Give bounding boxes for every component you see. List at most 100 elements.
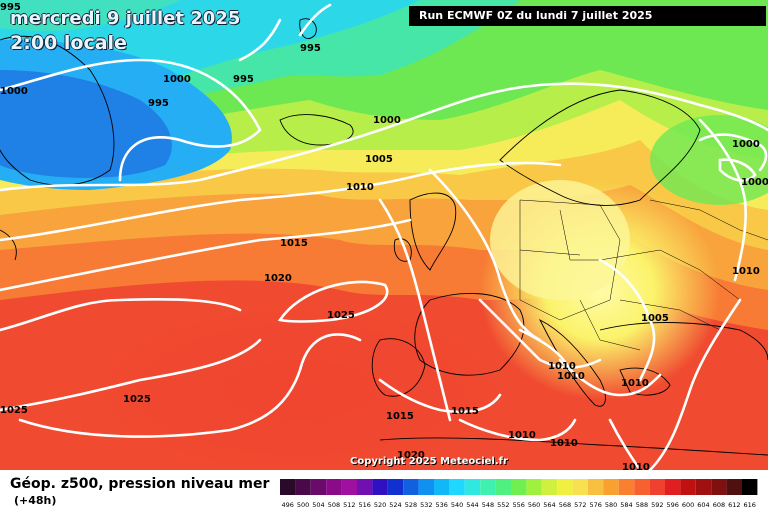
color-scale-label: 532 — [420, 501, 432, 509]
color-scale-label: 520 — [374, 501, 386, 509]
isobar-label: 1010 — [550, 438, 578, 449]
isobar-label: 1025 — [327, 310, 355, 321]
isobar-label: 1000 — [741, 177, 768, 188]
color-scale-swatch — [665, 479, 681, 495]
isobar-label: 1025 — [0, 405, 28, 416]
color-scale-label: 500 — [297, 501, 309, 509]
color-scale-swatch — [464, 479, 481, 495]
color-scale-swatch — [680, 479, 696, 495]
color-scale-swatch — [603, 479, 619, 495]
isobar-label: 1010 — [548, 361, 576, 372]
color-scale-label: 528 — [405, 501, 417, 509]
isobar-label: 1010 — [621, 378, 649, 389]
legend-footer: Géop. z500, pression niveau mer (+48h) 4… — [0, 470, 768, 512]
color-scale-swatch — [280, 479, 296, 495]
isobar-label: 1025 — [123, 394, 151, 405]
color-scale-label: 524 — [389, 501, 401, 509]
forecast-time-title: 2:00 locale — [10, 32, 127, 54]
color-scale-swatch — [742, 479, 758, 495]
color-scale-swatch — [372, 479, 388, 495]
isobar-label: 1005 — [365, 154, 393, 165]
copyright-text: Copyright 2025 Meteociel.fr — [350, 456, 508, 467]
color-scale-swatch — [449, 479, 465, 495]
color-scale-swatch — [634, 479, 650, 495]
color-scale-swatch — [418, 479, 434, 495]
isobar-label: 1010 — [732, 266, 760, 277]
map-canvas: 995 995 995 995 1000 1000 1000 1000 1000… — [0, 0, 768, 470]
color-scale-swatch — [541, 479, 558, 495]
isobar-label: 1015 — [280, 238, 308, 249]
color-scale-label: 568 — [559, 501, 571, 509]
color-scale-label: 596 — [666, 501, 678, 509]
color-scale-swatch — [511, 479, 527, 495]
isobar-label: 995 — [0, 2, 21, 13]
color-scale-swatch — [526, 479, 542, 495]
color-scale-swatch — [295, 479, 311, 495]
isobar-label: 1020 — [397, 450, 425, 461]
color-scale-label: 584 — [620, 501, 632, 509]
color-scale-label: 616 — [743, 501, 755, 509]
isobar-lines — [0, 3, 768, 470]
color-scale-swatch — [387, 479, 404, 495]
color-scale-label: 516 — [358, 501, 370, 509]
isobar-label: 995 — [300, 43, 321, 54]
geopotential-map: 995 995 995 995 1000 1000 1000 1000 1000… — [0, 0, 768, 470]
isobar-labels: 995 995 995 995 1000 1000 1000 1000 1000… — [0, 2, 768, 470]
isobar-label: 1005 — [641, 313, 669, 324]
color-scale-swatch — [326, 479, 342, 495]
isobar-label: 1015 — [451, 406, 479, 417]
color-scale-label: 496 — [281, 501, 293, 509]
color-scale-label: 536 — [435, 501, 447, 509]
color-scale-label: 540 — [451, 501, 463, 509]
color-scale-label: 572 — [574, 501, 586, 509]
color-scale-swatch — [618, 479, 635, 495]
isobar-label: 1010 — [508, 430, 536, 441]
color-scale-label: 512 — [343, 501, 355, 509]
color-scale-label: 556 — [512, 501, 524, 509]
color-scale-swatch — [310, 479, 327, 495]
color-scale-label: 604 — [697, 501, 709, 509]
color-scale-label: 588 — [636, 501, 648, 509]
color-scale-swatch — [480, 479, 496, 495]
forecast-date-title: mercredi 9 juillet 2025 — [10, 8, 241, 29]
color-scale-label: 612 — [728, 501, 740, 509]
color-scale-swatch — [434, 479, 450, 495]
isobar-label: 1000 — [373, 115, 401, 126]
color-scale-swatch — [649, 479, 665, 495]
isobar-label: 1010 — [622, 462, 650, 470]
color-scale-bar: 496 500 504 508 512 516 520 524 528 532 536 540 544 5… — [280, 479, 758, 509]
color-scale-label: 608 — [713, 501, 725, 509]
color-scale-label: 548 — [482, 501, 494, 509]
color-scale-swatch — [495, 479, 511, 495]
color-scale-swatch — [572, 479, 588, 495]
color-scale-swatch — [695, 479, 712, 495]
color-scale-label: 564 — [543, 501, 555, 509]
color-scale-label: 560 — [528, 501, 540, 509]
color-scale-swatch — [557, 479, 573, 495]
isobar-label: 1015 — [386, 411, 414, 422]
color-scale-label: 576 — [589, 501, 601, 509]
isobar-label: 1000 — [732, 139, 760, 150]
borders — [519, 199, 768, 351]
legend-subtitle: (+48h) — [14, 494, 57, 507]
color-scale-label: 544 — [466, 501, 478, 509]
isobar-label: 1010 — [346, 182, 374, 193]
color-scale-swatch — [711, 479, 727, 495]
color-scale-label: 592 — [651, 501, 663, 509]
isobar-label: 1000 — [163, 74, 191, 85]
color-scale-swatch — [726, 479, 742, 495]
z500-shading — [0, 0, 768, 470]
color-scale-swatch — [357, 479, 373, 495]
isobar-label: 995 — [233, 74, 254, 85]
isobar-label: 995 — [148, 98, 169, 109]
color-scale-swatch — [588, 479, 604, 495]
color-scale-label: 600 — [682, 501, 694, 509]
isobar-label: 1020 — [264, 273, 292, 284]
color-scale-swatch — [341, 479, 357, 495]
color-scale-swatch — [403, 479, 419, 495]
legend-title: Géop. z500, pression niveau mer — [10, 476, 270, 492]
color-scale-label: 552 — [497, 501, 509, 509]
isobar-label: 1000 — [0, 86, 28, 97]
color-scale-label: 504 — [312, 501, 324, 509]
